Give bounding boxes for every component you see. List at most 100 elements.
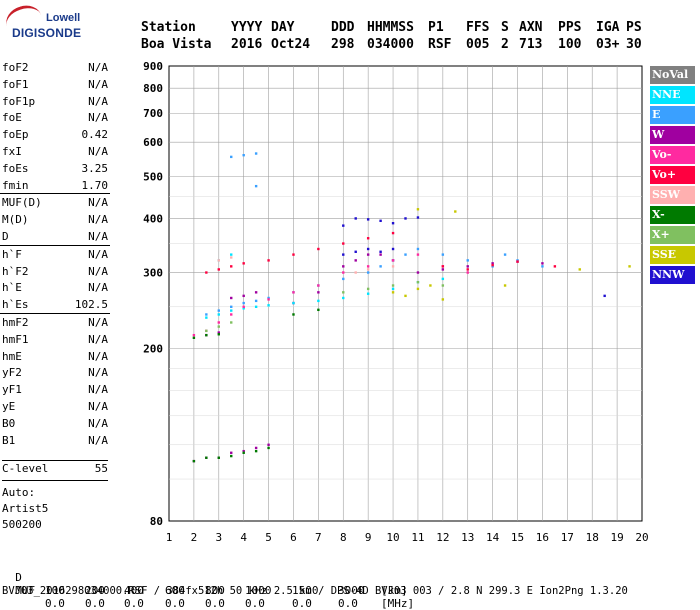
footer-muf_values-5: 0.0	[245, 597, 265, 610]
point-nne	[292, 301, 295, 305]
point-sse	[628, 265, 631, 268]
point-vo	[441, 265, 445, 268]
point-x	[366, 287, 370, 291]
param-row-fof2: foF2 N/A	[0, 59, 110, 76]
point-e	[242, 153, 245, 157]
point-x	[205, 333, 208, 337]
y-tick-label: 600	[143, 136, 163, 149]
param-value: N/A	[88, 111, 108, 125]
point-w	[466, 265, 469, 268]
point-vo	[491, 263, 494, 267]
point-sse	[503, 284, 507, 287]
point-vo	[317, 284, 320, 287]
footer-d_values-3: 600	[165, 584, 185, 597]
param-row-hmf2: hmF2 N/A	[0, 312, 110, 331]
param-value: N/A	[88, 383, 108, 397]
point-ssw	[391, 265, 395, 268]
point-sse	[391, 291, 395, 294]
point-nnw	[342, 253, 345, 256]
point-x	[267, 446, 270, 450]
chart-points	[192, 152, 631, 463]
point-vo	[317, 247, 320, 251]
param-row-mufd: MUF(D) N/A	[0, 193, 110, 211]
legend: NoVal NNE E W Vo- Vo+ SSW X- X+ SSE NNW	[650, 66, 695, 286]
x-tick-label: 10	[386, 531, 399, 544]
point-vo	[342, 271, 345, 274]
param-value: N/A	[88, 281, 108, 295]
point-nnw	[342, 224, 345, 227]
param-value: N/A	[88, 366, 108, 380]
param-row-foep: foEp 0.42	[0, 126, 110, 143]
footer-muf_values-2: 0.0	[124, 597, 144, 610]
param-value: N/A	[88, 94, 108, 108]
point-x	[292, 313, 295, 316]
point-vo	[516, 260, 519, 263]
y-tick-label: 300	[143, 267, 163, 280]
header-row1-10: IGA	[596, 20, 620, 35]
point-nnw	[404, 217, 407, 220]
footer-d_values-6: 1500	[292, 584, 319, 597]
param-label: h`Es	[2, 298, 29, 312]
point-vo	[391, 231, 395, 235]
x-tick-label: 9	[365, 531, 372, 544]
point-x	[205, 456, 208, 459]
point-nnw	[391, 222, 395, 225]
x-tick-label: 15	[511, 531, 524, 544]
point-w	[541, 262, 544, 265]
header-row1-8: AXN	[519, 20, 543, 35]
point-e	[254, 299, 258, 303]
header-row1-5: P1	[428, 20, 444, 35]
param-value: N/A	[88, 399, 108, 413]
param-row-fxi: fxI N/A	[0, 143, 110, 160]
param-label: yE	[2, 399, 16, 413]
point-vo	[230, 265, 233, 268]
param-row-he: h`E N/A	[0, 279, 110, 296]
legend-item-e: E	[650, 106, 695, 124]
param-label: yF1	[2, 383, 22, 397]
param-label: h`E	[2, 281, 22, 295]
point-vo	[466, 271, 469, 274]
point-vo	[466, 268, 469, 271]
header-row2-4: 034000	[367, 37, 414, 52]
legend-item-w: W	[650, 126, 695, 144]
param-label: foF1	[2, 77, 29, 91]
point-vo	[242, 262, 245, 265]
point-w	[217, 331, 220, 334]
footer-muf_values-1: 0.0	[85, 597, 105, 610]
param-row-foe: foE N/A	[0, 109, 110, 126]
legend-item-vo: Vo+	[650, 166, 695, 184]
point-vo	[391, 259, 395, 262]
point-e	[205, 313, 208, 316]
legend-item-nne: NNE	[650, 86, 695, 104]
point-w	[254, 291, 258, 294]
point-e	[541, 265, 544, 268]
point-ssw	[366, 268, 370, 271]
point-x	[342, 291, 345, 294]
point-ssw	[354, 271, 357, 274]
point-x	[217, 456, 220, 459]
auto-artist: Artist5	[2, 502, 49, 515]
footer-d_values-0: 100	[45, 584, 65, 597]
footer-d-label: D	[15, 571, 22, 584]
point-sse	[578, 268, 581, 271]
param-value: 0.42	[81, 128, 109, 142]
x-tick-label: 7	[315, 531, 322, 544]
param-value: N/A	[88, 332, 108, 346]
parameter-panel: foF2 N/A foF1 N/A foF1p N/A foE N/A foEp 0.42 fxI N…	[0, 59, 110, 448]
param-value: 3.25	[81, 161, 109, 175]
legend-item-vo: Vo-	[650, 146, 695, 164]
point-vo	[267, 298, 270, 301]
header-row1-4: HHMMSS	[367, 20, 414, 35]
point-x	[391, 284, 395, 287]
param-value: N/A	[88, 349, 108, 363]
footer-muf_values-4: 0.0	[205, 597, 225, 610]
point-nnw	[391, 247, 395, 251]
point-nnw	[379, 219, 382, 223]
param-row-hf: h`F N/A	[0, 244, 110, 263]
auto-label: Auto:	[2, 486, 36, 499]
chart-ticks: 1 2 3 4 5 6 7 8 9 10 11 12 13 14 15 16 17 18 19 20802003004…	[143, 60, 649, 544]
x-tick-label: 1	[166, 531, 173, 544]
point-e	[254, 184, 258, 188]
point-nne	[366, 292, 370, 295]
header-row2-2: Oct24	[271, 37, 311, 52]
